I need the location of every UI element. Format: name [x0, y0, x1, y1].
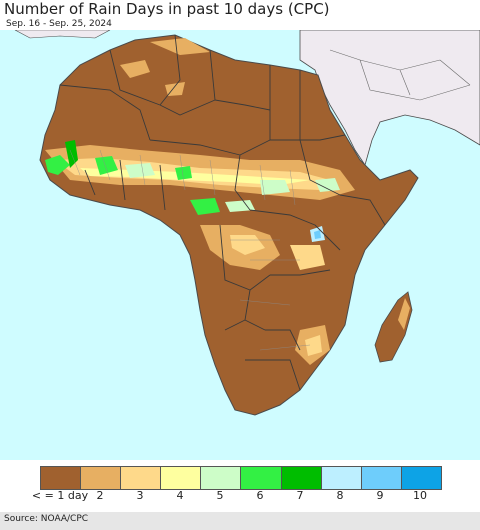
map-svg — [14, 30, 480, 416]
region-border-lines — [329, 49, 471, 101]
source-text: Source: NOAA/CPC — [4, 514, 89, 524]
source-bar: Source: NOAA/CPC — [0, 512, 480, 530]
country-borders — [59, 34, 386, 391]
color-legend — [40, 466, 442, 490]
legend-label: 3 — [136, 489, 144, 502]
date-range: Sep. 16 - Sep. 25, 2024 — [6, 19, 112, 29]
southeast-light — [305, 335, 322, 356]
east-moderate — [290, 245, 325, 270]
legend-label: 8 — [336, 489, 344, 502]
west-africa-wet-1 — [45, 155, 70, 175]
central-africa-wet-1 — [190, 198, 220, 215]
west-africa-wet-4 — [125, 163, 155, 178]
legend-label: 9 — [376, 489, 384, 502]
legend-label: 6 — [256, 489, 264, 502]
subregion-borders — [69, 149, 311, 351]
central-africa-wet-2 — [225, 200, 255, 212]
legend-label: 7 — [296, 489, 304, 502]
legend-swatch — [401, 467, 441, 489]
legend-label: 4 — [176, 489, 184, 502]
legend-swatch — [81, 467, 122, 489]
legend-swatch — [161, 467, 202, 489]
southern-europe — [14, 30, 111, 39]
legend-labels: < = 1 day 2 3 4 5 6 7 8 9 10 — [0, 489, 480, 503]
lake-victoria — [314, 230, 321, 239]
legend-swatch — [121, 467, 162, 489]
ethiopia-wet — [315, 178, 340, 192]
legend-swatch — [361, 467, 402, 489]
map-title: Number of Rain Days in past 10 days (CPC… — [4, 0, 330, 18]
legend-swatch — [321, 467, 362, 489]
legend-label: 2 — [96, 489, 104, 502]
sahara-patch-1 — [120, 60, 150, 78]
west-africa-wet-5 — [175, 166, 192, 180]
madagascar-moist — [398, 298, 410, 330]
legend-swatch — [281, 467, 322, 489]
legend-label: 10 — [413, 489, 427, 502]
legend-label: < = 1 day — [31, 489, 89, 502]
west-africa-wet-3 — [95, 156, 118, 175]
legend-swatch — [201, 467, 242, 489]
central-africa-wet-3 — [260, 180, 290, 195]
africa-rain-days-map — [0, 30, 480, 460]
sahara-patch-3 — [150, 38, 210, 55]
legend-swatch — [241, 467, 282, 489]
legend-label: 5 — [216, 489, 224, 502]
legend-swatch — [41, 467, 82, 489]
